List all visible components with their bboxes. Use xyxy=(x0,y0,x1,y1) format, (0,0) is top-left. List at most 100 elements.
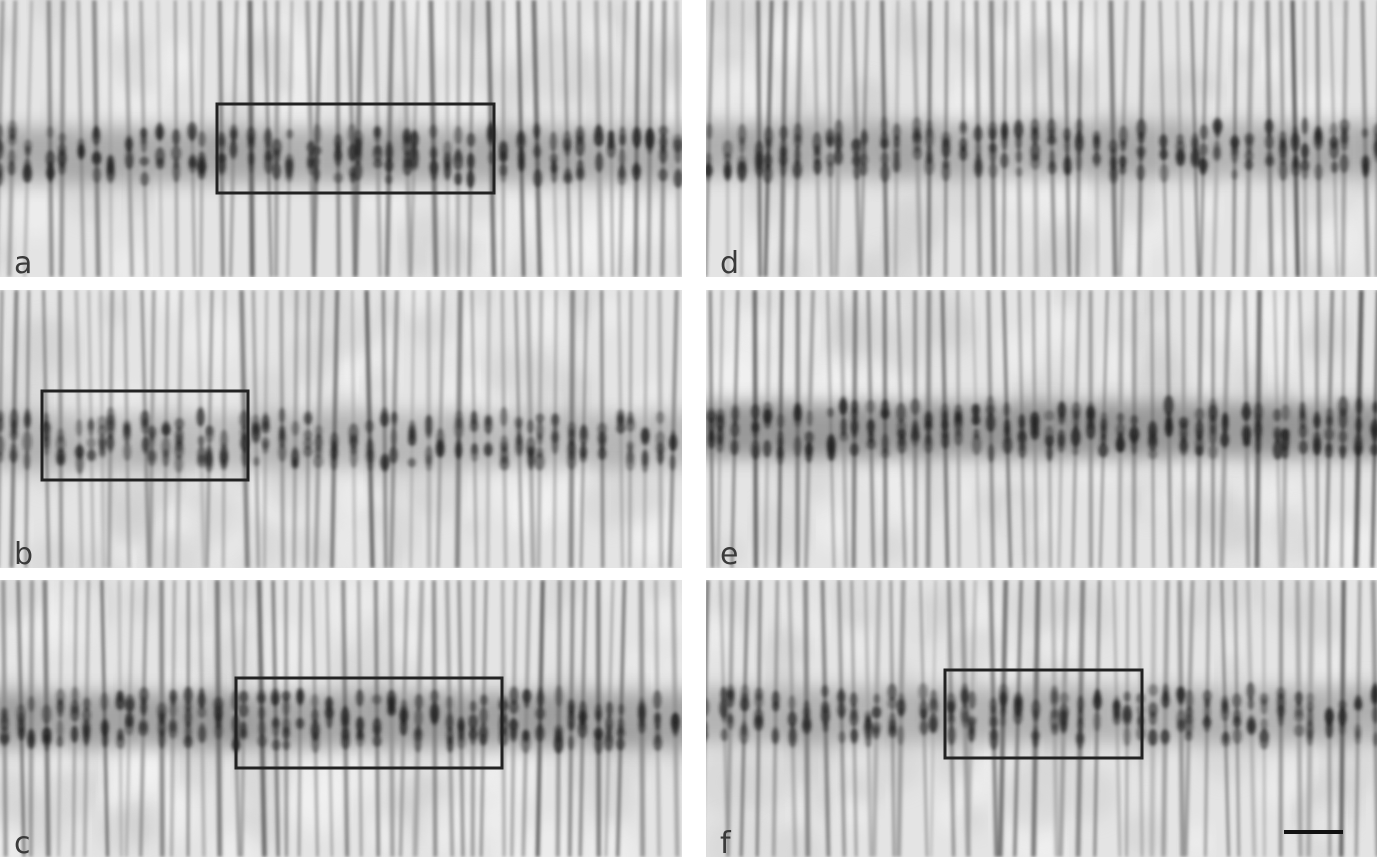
filament xyxy=(388,580,395,857)
band-density xyxy=(553,734,564,754)
band-density xyxy=(1339,445,1346,460)
band-density xyxy=(1119,155,1127,168)
band-density xyxy=(278,426,286,444)
band-density xyxy=(253,456,260,467)
band-density xyxy=(352,160,363,182)
band-density xyxy=(1179,437,1188,457)
band-density xyxy=(1325,709,1333,722)
band-density xyxy=(1331,161,1338,174)
band-density xyxy=(672,133,682,149)
band-density xyxy=(446,726,454,745)
filament xyxy=(694,0,696,277)
band-density xyxy=(183,686,193,705)
band-density xyxy=(174,417,185,431)
band-density xyxy=(987,121,998,140)
band-density xyxy=(240,722,247,739)
band-density xyxy=(1030,153,1041,170)
texture-spot xyxy=(739,176,784,221)
texture-spot xyxy=(541,600,563,621)
filament xyxy=(118,580,123,857)
band-density xyxy=(470,442,479,463)
filament xyxy=(777,290,784,568)
band-density xyxy=(355,715,365,733)
band-density xyxy=(750,439,761,460)
band-density xyxy=(1063,127,1071,142)
texture-spot xyxy=(399,0,456,33)
band-density xyxy=(1149,710,1157,726)
band-density xyxy=(595,123,602,139)
band-density xyxy=(840,416,847,437)
band-density xyxy=(1278,140,1287,160)
band-density xyxy=(196,454,207,469)
texture-spot xyxy=(957,769,995,808)
band-density xyxy=(755,158,763,180)
band-density xyxy=(535,446,544,459)
band-density xyxy=(910,431,920,442)
band-density xyxy=(605,714,614,735)
band-density xyxy=(429,159,438,181)
panel-label: c xyxy=(14,826,31,857)
band-density xyxy=(285,168,293,183)
band-density xyxy=(866,418,875,433)
band-density xyxy=(258,706,266,721)
band-density xyxy=(479,706,488,726)
band-density xyxy=(373,158,383,169)
texture-spot xyxy=(10,187,62,239)
texture-spot xyxy=(133,816,163,845)
band-density xyxy=(1059,709,1068,727)
texture-spot xyxy=(769,246,811,277)
band-density xyxy=(1221,415,1229,433)
band-density xyxy=(157,718,167,738)
texture-spot xyxy=(523,35,585,97)
texture-spot xyxy=(27,536,79,568)
band-density xyxy=(1003,417,1011,436)
band-density xyxy=(619,147,626,168)
band-density xyxy=(466,170,475,188)
band-density xyxy=(1260,717,1268,731)
band-density xyxy=(1199,143,1208,157)
band-density xyxy=(859,161,868,177)
band-density xyxy=(751,416,760,438)
filament xyxy=(756,0,762,277)
band-density xyxy=(1120,139,1127,152)
band-density xyxy=(197,435,205,447)
filament xyxy=(195,290,206,568)
texture-spot xyxy=(16,521,33,539)
band-density xyxy=(645,134,655,151)
band-density xyxy=(673,170,682,189)
texture-spot xyxy=(1049,64,1098,113)
texture-spot xyxy=(1044,216,1099,271)
texture-spot xyxy=(713,535,746,568)
band-density xyxy=(1115,436,1126,454)
texture-spot xyxy=(981,0,1010,27)
band-density xyxy=(566,439,577,460)
band-density xyxy=(1094,687,1101,710)
band-density xyxy=(1044,434,1054,448)
band-density xyxy=(1355,416,1363,434)
band-density xyxy=(974,123,982,142)
band-density xyxy=(189,126,196,143)
band-density xyxy=(455,438,463,460)
band-density xyxy=(865,399,875,414)
texture-spot xyxy=(381,580,440,610)
band-density xyxy=(535,706,546,721)
band-density xyxy=(912,146,923,161)
band-density xyxy=(1273,408,1281,422)
filament xyxy=(896,580,906,857)
texture-spot xyxy=(957,806,987,835)
texture-spot xyxy=(880,474,931,525)
filaments xyxy=(706,580,1377,857)
band-density xyxy=(1162,689,1170,709)
texture-spot xyxy=(1031,303,1079,350)
band-density xyxy=(1298,440,1308,455)
band-density xyxy=(850,442,859,457)
texture-spot xyxy=(122,581,164,622)
texture-spot xyxy=(714,37,745,68)
band-density xyxy=(56,736,64,748)
texture-spot xyxy=(1234,290,1277,320)
band-density xyxy=(147,450,157,467)
band-density xyxy=(71,686,79,704)
texture-spot xyxy=(1055,290,1086,306)
texture-spot xyxy=(290,775,351,836)
band-density xyxy=(989,728,999,741)
